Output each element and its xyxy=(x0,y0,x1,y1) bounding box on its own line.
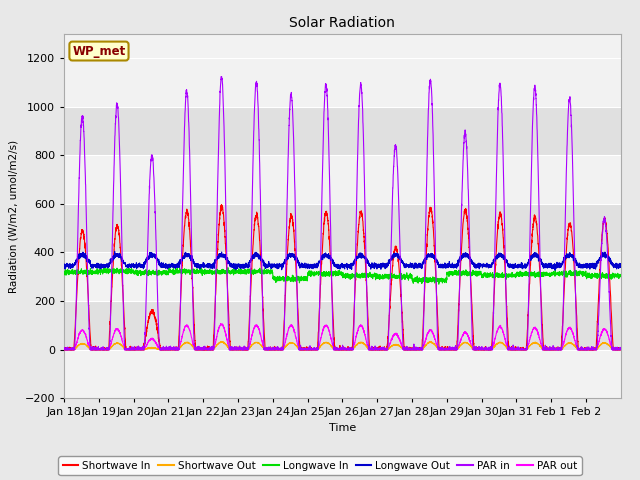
Bar xyxy=(64,350,621,398)
Title: Solar Radiation: Solar Radiation xyxy=(289,16,396,30)
Text: WP_met: WP_met xyxy=(72,45,125,58)
Bar xyxy=(64,155,621,204)
Bar xyxy=(64,58,621,107)
Legend: Shortwave In, Shortwave Out, Longwave In, Longwave Out, PAR in, PAR out: Shortwave In, Shortwave Out, Longwave In… xyxy=(58,456,582,475)
Y-axis label: Radiation (W/m2, umol/m2/s): Radiation (W/m2, umol/m2/s) xyxy=(9,139,19,293)
Bar xyxy=(64,204,621,252)
X-axis label: Time: Time xyxy=(329,423,356,433)
Bar xyxy=(64,301,621,350)
Bar xyxy=(64,107,621,155)
Bar xyxy=(64,252,621,301)
